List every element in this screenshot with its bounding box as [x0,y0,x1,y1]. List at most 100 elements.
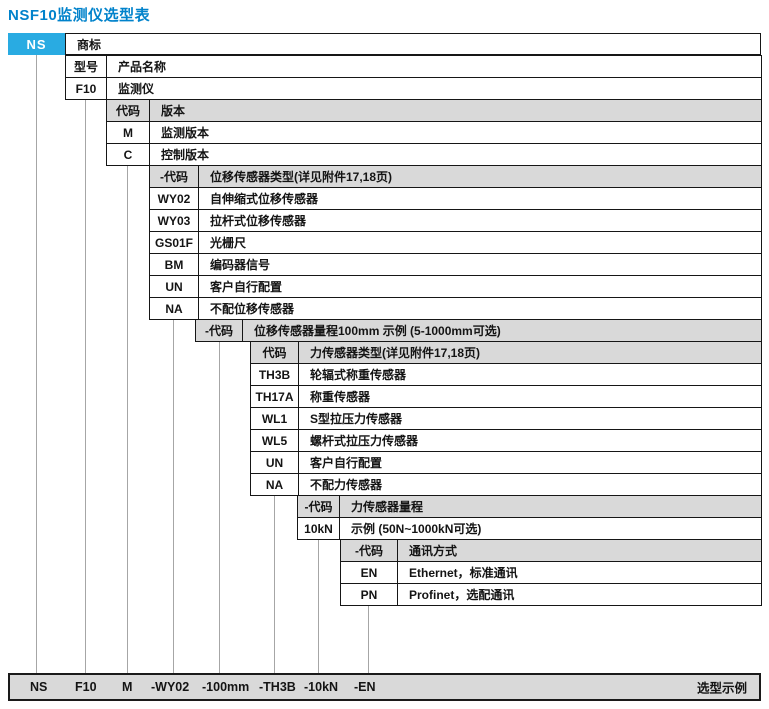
code-text: -代码 [205,324,233,338]
code-text: NA [265,477,284,492]
label-cell: 客户自行配置 [199,276,762,298]
code-cell: 型号 [66,56,107,78]
example-code: -WY02 [151,680,190,694]
force-sensor-type-table: 代码 力传感器类型(详见附件17,18页) TH3B 轮辐式称重传感器 TH17… [250,341,762,496]
table-row: NA 不配位移传感器 [150,298,762,320]
label-cell: 称重传感器 [299,386,762,408]
displacement-sensor-type-table: -代码 位移传感器类型(详见附件17,18页) WY02 自伸缩式位移传感器 W… [149,165,762,320]
table-row: TH3B 轮辐式称重传感器 [251,364,762,386]
label-cell: 螺杆式拉压力传感器 [299,430,762,452]
code-text: UN [265,455,284,470]
code-cell: TH3B [251,364,299,386]
label-cell: 不配位移传感器 [199,298,762,320]
label-cell: 版本 [150,100,762,122]
page-title: NSF10监测仪选型表 [8,7,151,24]
code-text: -代码 [304,500,333,514]
code-text: TH17A [255,389,294,404]
table-row: NA 不配力传感器 [251,474,762,496]
label-text: 称重传感器 [310,390,371,404]
code-cell: WL1 [251,408,299,430]
connector-line [274,496,275,673]
code-text: M [123,125,133,140]
table-row: C 控制版本 [107,144,762,166]
code-cell: GS01F [150,232,199,254]
code-text: NA [165,301,183,316]
code-cell: 代码 [251,342,299,364]
label-cell: 光栅尺 [199,232,762,254]
example-code: -EN [354,680,376,694]
code-text: 代码 [115,104,140,118]
code-text: WY02 [157,191,191,206]
code-cell: UN [251,452,299,474]
code-text: 代码 [262,346,287,360]
table-row: EN Ethernet，标准通讯 [341,562,762,584]
label-text: 产品名称 [118,60,167,74]
code-cell: NA [150,298,199,320]
label-cell: S型拉压力传感器 [299,408,762,430]
trademark-table: NS 商标 [8,33,761,55]
table-row: BM 编码器信号 [150,254,762,276]
label-cell: 产品名称 [107,56,762,78]
code-cell: -代码 [196,320,243,342]
label-cell: 拉杆式位移传感器 [199,210,762,232]
connector-line [173,320,174,673]
label-text: 不配位移传感器 [210,302,295,316]
connector-line [318,540,319,673]
table-row: NS 商标 [8,33,761,55]
code-cell: -代码 [298,496,340,518]
table-row: WY02 自伸缩式位移传感器 [150,188,762,210]
example-bar: NS F10 M -WY02 -100mm -TH3B -10kN -EN 选型… [8,673,761,701]
table-header-row: 代码 力传感器类型(详见附件17,18页) [251,342,762,364]
code-cell: C [107,144,150,166]
table-row: GS01F 光栅尺 [150,232,762,254]
code-text: NS [26,36,47,52]
table-header-row: -代码 力传感器量程 [298,496,762,518]
label-cell: 轮辐式称重传感器 [299,364,762,386]
code-cell: EN [341,562,398,584]
label-text: S型拉压力传感器 [310,412,403,426]
code-text: 10kN [304,521,333,536]
table-header-row: -代码 位移传感器类型(详见附件17,18页) [150,166,762,188]
table-row: 10kN 示例 (50N~1000kN可选) [298,518,762,540]
label-cell: 编码器信号 [199,254,762,276]
label-cell: 监测版本 [150,122,762,144]
version-table: 代码 版本 M 监测版本 C 控制版本 [106,99,762,166]
label-cell: 示例 (50N~1000kN可选) [340,518,762,540]
label-cell: 客户自行配置 [299,452,762,474]
code-cell: UN [150,276,199,298]
label-text: Profinet，选配通讯 [409,588,515,602]
label-cell: Profinet，选配通讯 [398,584,762,606]
example-code: -TH3B [259,680,296,694]
table-header-row: 代码 版本 [107,100,762,122]
code-cell: 10kN [298,518,340,540]
displacement-sensor-range-table: -代码 位移传感器量程100mm 示例 (5-1000mm可选) [195,319,762,342]
example-code: -100mm [202,680,250,694]
connector-line [127,166,128,673]
label-cell: 位移传感器类型(详见附件17,18页) [199,166,762,188]
label-text: 光栅尺 [210,236,247,250]
label-cell: 自伸缩式位移传感器 [199,188,762,210]
code-cell: 代码 [107,100,150,122]
code-cell: -代码 [341,540,398,562]
table-row: F10 监测仪 [66,78,762,100]
code-cell: WL5 [251,430,299,452]
table-row: UN 客户自行配置 [251,452,762,474]
label-text: 编码器信号 [210,258,271,272]
label-text: 客户自行配置 [210,280,283,294]
code-cell: TH17A [251,386,299,408]
label-text: 客户自行配置 [310,456,383,470]
label-text: 拉杆式位移传感器 [210,214,307,228]
model-table: 型号 产品名称 F10 监测仪 [65,55,762,100]
label-cell: 监测仪 [107,78,762,100]
table-row: WL1 S型拉压力传感器 [251,408,762,430]
label-text: 监测版本 [161,126,210,140]
code-cell: WY03 [150,210,199,232]
label-text: 螺杆式拉压力传感器 [310,434,419,448]
label-cell: 不配力传感器 [299,474,762,496]
label-cell: 商标 [65,33,761,55]
label-cell: 控制版本 [150,144,762,166]
label-text: 力传感器类型(详见附件17,18页) [310,346,481,360]
label-text: 不配力传感器 [310,478,383,492]
table-header-row: -代码 位移传感器量程100mm 示例 (5-1000mm可选) [196,320,762,342]
